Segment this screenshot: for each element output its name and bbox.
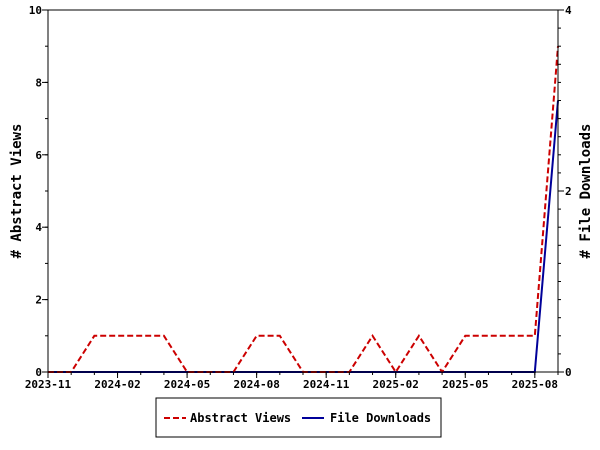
legend-label-file-downloads: File Downloads [330, 411, 431, 425]
left-y-tick-label: 10 [29, 4, 42, 17]
x-tick-label: 2025-08 [512, 378, 558, 391]
legend-box [155, 397, 442, 438]
right-axis-title: # File Downloads [578, 124, 594, 259]
x-tick-label: 2024-05 [164, 378, 210, 391]
left-y-tick-label: 8 [35, 76, 42, 89]
right-y-tick-label: 0 [565, 366, 572, 379]
x-tick-label: 2024-08 [233, 378, 279, 391]
left-axis-title: # Abstract Views [9, 124, 25, 259]
x-tick-label: 2025-05 [442, 378, 488, 391]
left-y-axis: 0 2 4 6 8 10 [29, 4, 48, 379]
x-tick-label: 2025-02 [373, 378, 419, 391]
x-tick-label: 2023-11 [25, 378, 72, 391]
right-y-tick-label: 2 [565, 185, 572, 198]
left-y-tick-label: 2 [35, 294, 42, 307]
right-y-tick-label: 4 [565, 4, 572, 17]
x-axis: 2023-11 2024-02 2024-05 2024-08 2024-11 2025-… [25, 372, 559, 391]
left-y-tick-label: 4 [35, 221, 42, 234]
left-y-tick-label: 6 [35, 149, 42, 162]
left-y-tick-label: 0 [35, 366, 42, 379]
legend: Abstract Views File Downloads [155, 397, 442, 438]
right-y-axis: 0 2 4 [558, 4, 572, 379]
x-tick-label: 2024-11 [303, 378, 350, 391]
x-tick-label: 2024-02 [94, 378, 140, 391]
legend-label-abstract-views: Abstract Views [190, 411, 291, 425]
